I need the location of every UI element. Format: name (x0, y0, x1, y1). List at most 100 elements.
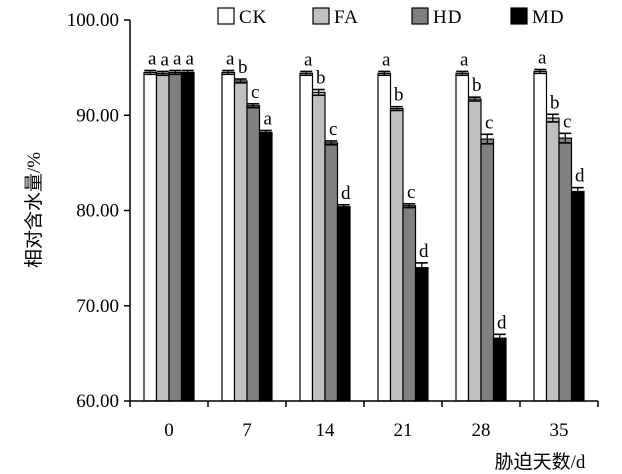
sig-letter-md-14: d (341, 183, 351, 204)
sig-letter-md-28: d (497, 312, 507, 333)
sig-letter-ck-7: a (226, 48, 235, 69)
legend-swatch (312, 7, 330, 25)
sig-letter-hd-35: c (563, 111, 571, 132)
error-bar-fa-0 (156, 70, 169, 77)
error-bar-ck-0 (144, 69, 157, 76)
error-bar-md-28 (493, 333, 506, 343)
error-bar-fa-14 (312, 88, 325, 97)
error-bar-hd-14 (325, 140, 338, 146)
x-tick-label: 35 (550, 420, 569, 441)
sig-letter-hd-28: c (485, 112, 493, 133)
sig-letter-ck-28: a (460, 49, 469, 70)
error-bar-fa-28 (468, 96, 481, 102)
sig-letter-fa-21: b (394, 85, 404, 106)
x-tick-label: 28 (472, 420, 491, 441)
error-bar-hd-28 (481, 133, 494, 145)
sig-letter-hd-0: a (173, 48, 182, 69)
bar-ck-14 (299, 72, 314, 402)
bar-fa-28 (467, 98, 482, 402)
y-tick-label: 70.00 (76, 296, 119, 317)
error-bar-ck-28 (456, 70, 469, 77)
error-bar-md-35 (571, 186, 584, 197)
bar-hd-14 (324, 142, 339, 402)
sig-letter-hd-7: c (251, 82, 259, 103)
error-bars (144, 68, 584, 343)
legend-label: FA (334, 7, 359, 28)
y-tick-label: 100.00 (67, 10, 119, 31)
legend-swatch (510, 7, 528, 25)
sig-letter-fa-0: a (161, 49, 170, 70)
legend-label: MD (532, 7, 565, 28)
bar-hd-0 (168, 71, 183, 402)
x-axis-title: 胁迫天数/d (495, 451, 586, 473)
axes: 60.00 70.00 80.00 90.00 100.00 0 7 14 21 28 35 (67, 10, 599, 441)
sig-letter-md-0: a (186, 48, 195, 69)
sig-letter-ck-21: a (382, 49, 391, 70)
bar-ck-0 (143, 71, 158, 402)
sig-letter-fa-28: b (472, 75, 482, 96)
x-tick-label: 14 (316, 420, 336, 441)
bar-fa-7 (233, 80, 248, 402)
sig-letter-ck-14: a (304, 49, 313, 70)
sig-letter-fa-14: b (316, 68, 326, 89)
sig-letter-ck-0: a (148, 48, 157, 69)
legend-item-ck: CK (217, 7, 267, 28)
y-tick-label: 90.00 (76, 105, 119, 126)
sig-letter-fa-35: b (550, 92, 560, 113)
bar-hd-28 (480, 138, 495, 402)
bar-ck-7 (221, 71, 236, 402)
bars (143, 70, 585, 402)
sig-letter-ck-35: a (538, 48, 547, 69)
legend-label: CK (239, 7, 267, 28)
bar-md-0 (180, 71, 195, 402)
bar-md-14 (336, 206, 351, 402)
error-bar-ck-21 (378, 70, 391, 77)
sig-letter-md-21: d (419, 241, 429, 262)
legend-item-fa: FA (312, 7, 359, 28)
x-tick-label: 21 (394, 420, 413, 441)
error-bar-ck-7 (222, 69, 235, 76)
error-bar-fa-7 (234, 78, 247, 84)
sig-letter-md-35: d (575, 166, 585, 187)
bar-fa-0 (155, 72, 170, 402)
bar-ck-35 (533, 70, 548, 402)
bar-hd-35 (558, 137, 573, 402)
error-bar-hd-0 (169, 69, 182, 76)
bar-md-35 (570, 190, 585, 402)
y-tick-label: 60.00 (76, 391, 119, 412)
error-bar-ck-35 (534, 68, 547, 75)
bar-fa-14 (311, 91, 326, 402)
sig-letter-hd-14: c (329, 119, 337, 140)
bar-md-21 (414, 267, 429, 402)
bar-fa-21 (389, 107, 404, 402)
bar-md-28 (492, 337, 507, 402)
error-bar-hd-7 (247, 103, 260, 109)
legend-swatch (217, 7, 235, 25)
legend-item-md: MD (510, 7, 565, 28)
sig-letter-hd-21: c (407, 182, 415, 203)
bar-ck-21 (377, 72, 392, 402)
legend: CK FA HD MD (217, 7, 565, 28)
bar-ck-28 (455, 72, 470, 402)
bar-hd-21 (402, 205, 417, 402)
error-bar-hd-21 (403, 203, 416, 209)
error-bar-ck-14 (300, 70, 313, 77)
error-bar-md-21 (415, 262, 428, 274)
y-axis-title: 相对含水量/% (23, 152, 45, 268)
error-bar-md-0 (181, 69, 194, 76)
x-tick-label: 0 (164, 420, 174, 441)
legend-swatch (411, 7, 429, 25)
bar-md-7 (258, 131, 273, 402)
y-tick-label: 80.00 (76, 201, 119, 222)
sig-letter-md-7: a (264, 108, 273, 129)
error-bar-md-7 (259, 129, 272, 136)
error-bar-hd-35 (559, 132, 572, 144)
error-bar-fa-35 (546, 113, 559, 123)
legend-label: HD (433, 7, 462, 28)
legend-item-hd: HD (411, 7, 462, 28)
bar-hd-7 (246, 105, 261, 402)
x-tick-label: 7 (242, 420, 252, 441)
error-bar-fa-21 (390, 105, 403, 112)
